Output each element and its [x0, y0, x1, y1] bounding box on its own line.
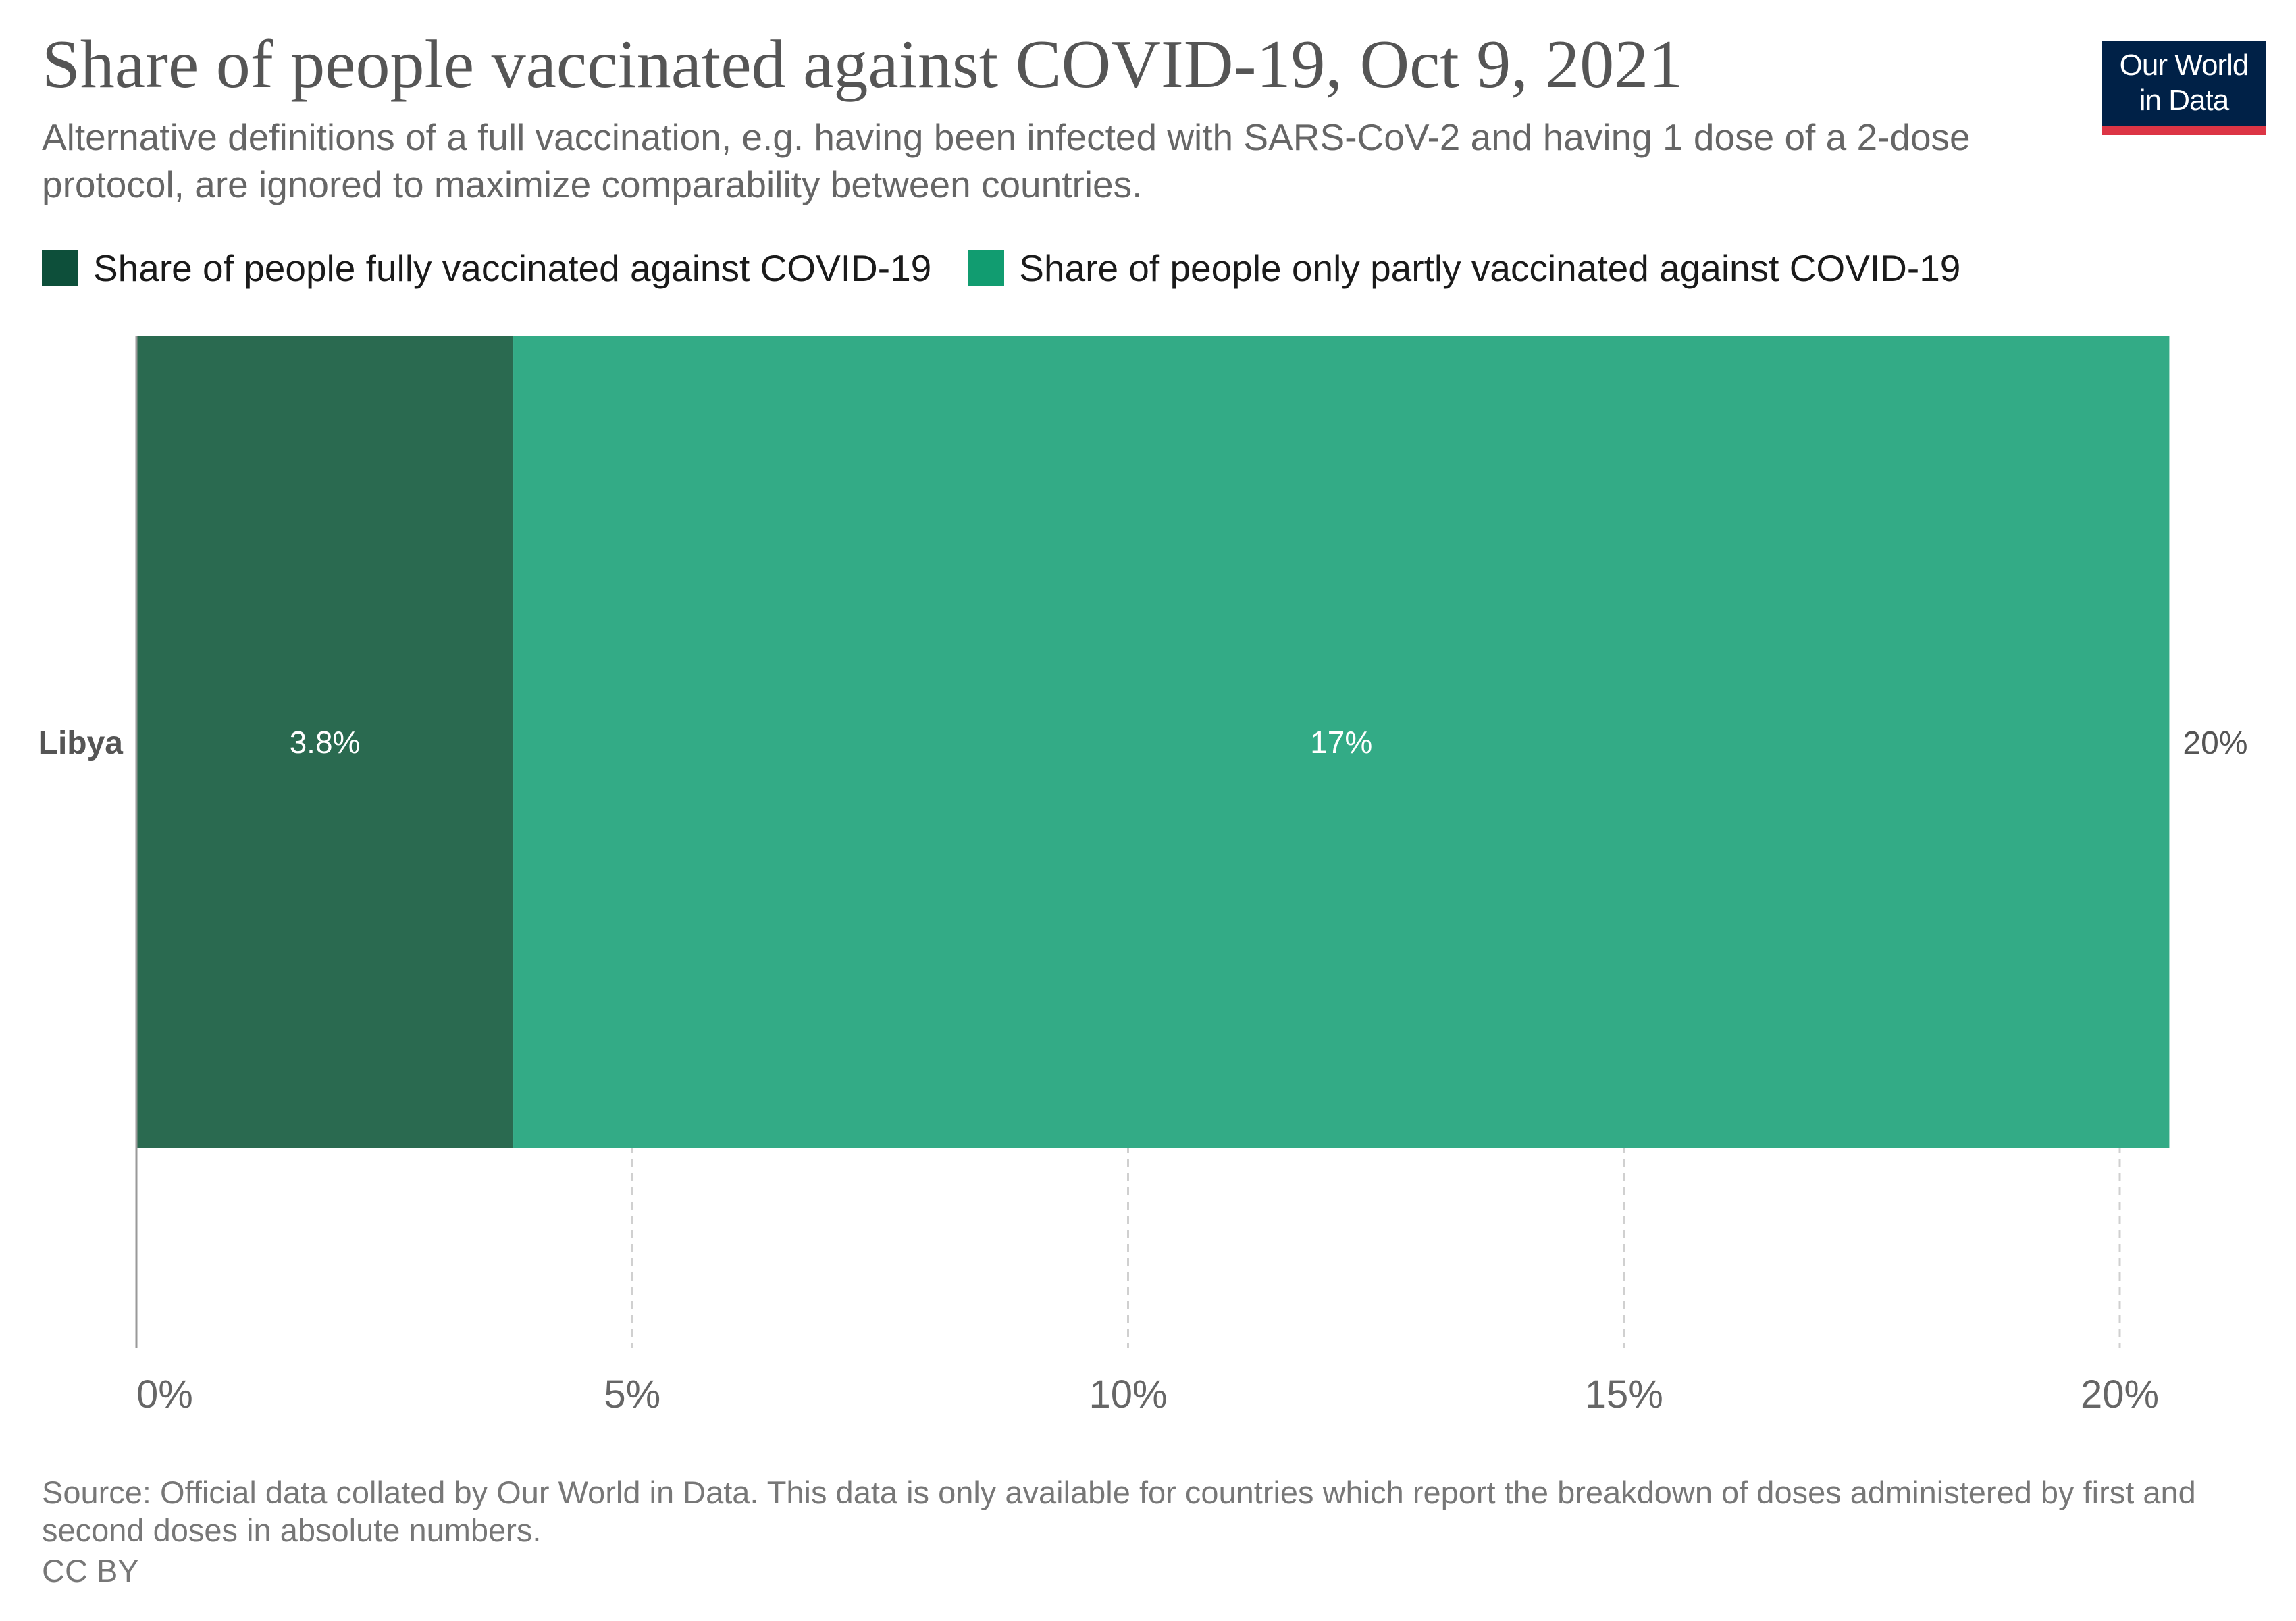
bar-segment-fully[interactable] [136, 336, 514, 1148]
logo-line-1: Our World [2119, 49, 2249, 82]
legend-item-partly[interactable]: Share of people only partly vaccinated a… [968, 247, 1960, 290]
legend-item-fully[interactable]: Share of people fully vaccinated against… [42, 247, 931, 290]
x-tick-label: 10% [1089, 1372, 1167, 1416]
source-note: Source: Official data collated by Our Wo… [42, 1474, 2196, 1548]
x-tick-label: 15% [1585, 1372, 1663, 1416]
chart-subtitle: Alternative definitions of a full vaccin… [42, 116, 1971, 205]
bar-segment-partly[interactable] [513, 336, 2170, 1148]
logo-line-2: in Data [2139, 84, 2229, 117]
x-tick-label: 20% [2081, 1372, 2159, 1416]
total-label: 20% [2183, 725, 2247, 761]
legend-swatch-partly [968, 250, 1005, 286]
owid-logo[interactable]: Our World in Data [2102, 41, 2266, 135]
legend-swatch-fully [42, 250, 78, 286]
legend-label-fully: Share of people fully vaccinated against… [93, 247, 932, 289]
data-label-partly: 17% [1310, 725, 1372, 760]
chart-legend: Share of people fully vaccinated against… [42, 245, 1997, 292]
x-tick-label: 5% [604, 1372, 660, 1416]
category-label: Libya [38, 725, 124, 761]
license-note: CC BY [42, 1553, 139, 1589]
legend-label-partly: Share of people only partly vaccinated a… [1019, 247, 1961, 289]
x-tick-label: 0% [136, 1372, 193, 1416]
data-label-fully: 3.8% [290, 725, 361, 760]
chart-title: Share of people vaccinated against COVID… [42, 26, 1684, 103]
